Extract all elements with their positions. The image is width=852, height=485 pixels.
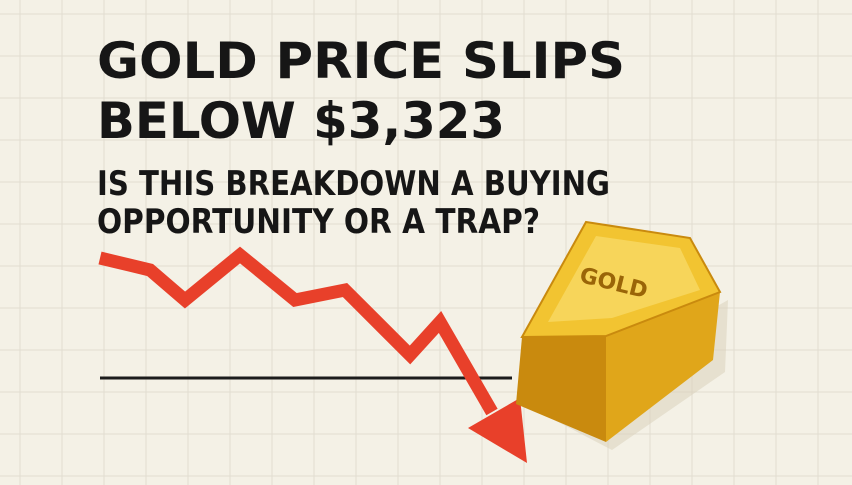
bar-front-face (606, 292, 720, 442)
arrow-head (468, 398, 527, 463)
gold-bar: GOLD (516, 220, 728, 450)
bar-left-face (516, 336, 606, 442)
headline-line: GOLD PRICE SLIPS (97, 32, 625, 90)
subheadline-line: OPPORTUNITY OR A TRAP? (97, 202, 540, 242)
subheadline-line: IS THIS BREAKDOWN A BUYING (97, 164, 610, 204)
falling-arrow (98, 246, 498, 416)
headline-line: BELOW $3,323 (97, 92, 505, 150)
bar-top-inset (548, 236, 700, 322)
